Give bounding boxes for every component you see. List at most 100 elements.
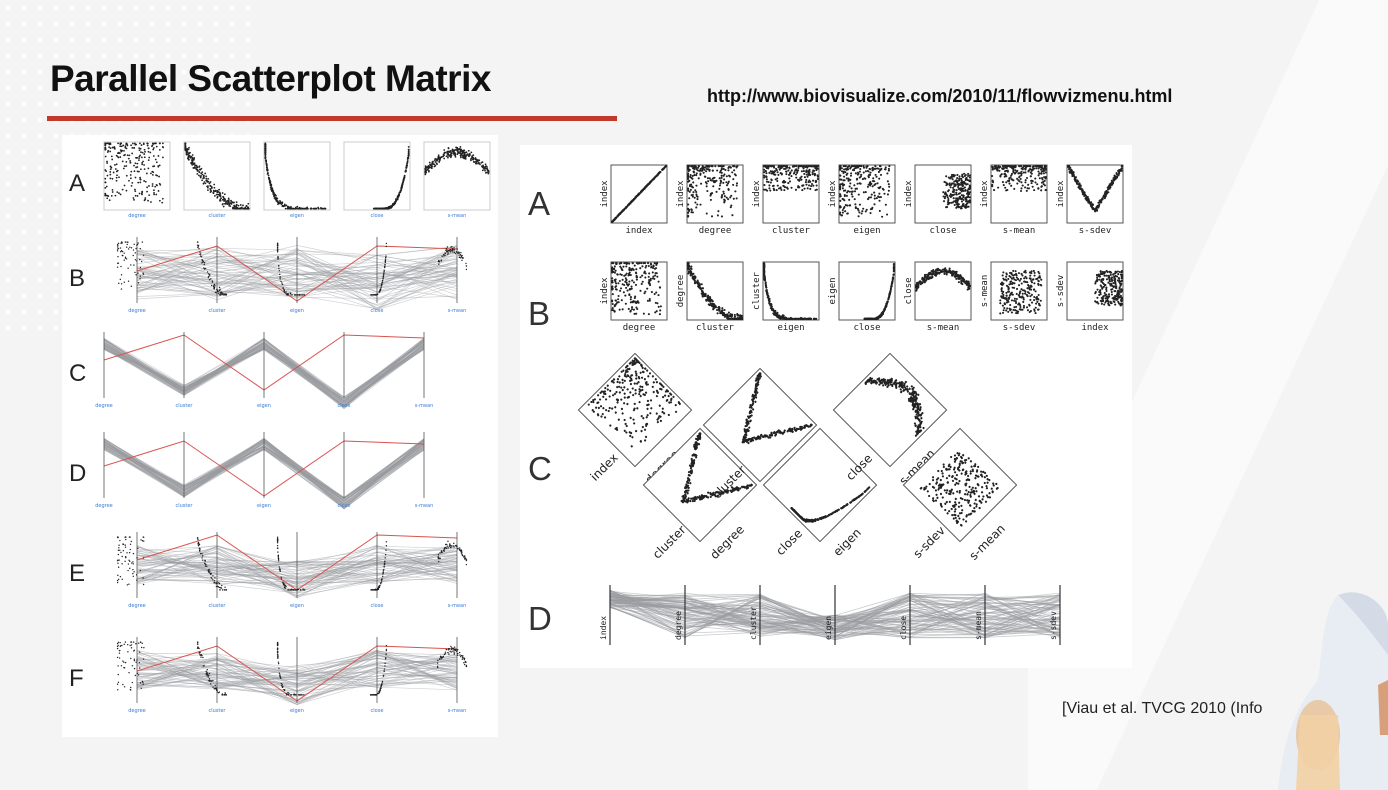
scatter-point [619, 265, 622, 268]
scatter-point [133, 164, 135, 167]
scatter-point [653, 293, 656, 296]
scatter-point [450, 648, 453, 651]
scatter-point [150, 172, 152, 175]
scatter-point [718, 187, 721, 190]
scatter-point [428, 166, 431, 169]
scatter-point [225, 200, 228, 203]
source-url[interactable]: http://www.biovisualize.com/2010/11/flow… [707, 86, 1173, 106]
scatter-point [846, 212, 849, 215]
scatter-point [1006, 169, 1009, 172]
scatter-point [150, 201, 152, 203]
scatter-point [125, 246, 128, 248]
scatter-point [844, 210, 847, 213]
scatter-point [136, 195, 139, 197]
scatter-point [120, 242, 122, 245]
scatter-point [887, 189, 890, 192]
y-axis-label: index [600, 180, 610, 208]
scatter-points [687, 262, 743, 320]
scatter-point [433, 159, 436, 162]
scatter-point [707, 294, 710, 297]
scatter-point [643, 187, 646, 190]
scatter-point [888, 165, 891, 168]
scatter-point [117, 578, 120, 581]
scatter-point [631, 262, 634, 265]
scatter-point [134, 188, 136, 191]
scatter-point [945, 175, 948, 178]
scatter-point [644, 272, 647, 275]
scatter-point [635, 268, 638, 271]
scatter-point [278, 566, 280, 568]
scatter-point [283, 688, 285, 691]
scatter-point [630, 268, 633, 271]
scatter-point [1104, 190, 1107, 194]
scatter-point [206, 565, 208, 568]
scatter-point [862, 171, 865, 174]
scatter-point [437, 554, 440, 556]
scatter-point [696, 198, 699, 201]
scatter-point [720, 180, 723, 183]
scatter-point [230, 203, 233, 205]
scatter-point [276, 542, 279, 544]
scatter-point [1081, 190, 1084, 193]
scatter-point [457, 652, 459, 655]
scatter-point [470, 151, 473, 154]
scatter-point [622, 291, 625, 294]
scatter-point [695, 193, 698, 196]
scatter-point [629, 301, 632, 304]
scatter-point [476, 160, 479, 163]
scatter-point [450, 246, 452, 248]
scatter-point [275, 194, 277, 197]
scatter-point [719, 171, 722, 174]
scatter-point [133, 243, 135, 245]
scatter-point [448, 155, 451, 158]
scatter-point [997, 165, 1000, 168]
scatter-point [277, 555, 279, 557]
scatter-point [811, 171, 814, 174]
scatter-point [881, 215, 884, 218]
scatter-point [714, 306, 718, 309]
y-axis-label: index [600, 277, 610, 305]
scatter-point [645, 264, 648, 267]
scatter-points [991, 165, 1047, 193]
scatter-point [151, 144, 154, 147]
scatter-point [197, 646, 199, 648]
scatter-point [857, 215, 860, 218]
scatter-point [614, 269, 617, 272]
scatter-point [694, 189, 697, 192]
scatter-point [217, 193, 220, 196]
scatter-point [444, 651, 447, 653]
scatter-point [285, 694, 288, 696]
scatter-point [186, 151, 189, 153]
scatter-point [142, 143, 145, 146]
scatter-point [691, 277, 694, 280]
scatter-point [465, 154, 468, 157]
scatter-point [143, 199, 146, 202]
scatter-point [805, 170, 808, 174]
scatter-point [461, 553, 463, 556]
scatter-point [213, 688, 215, 690]
scatter-point [434, 161, 437, 163]
scatter-point [784, 180, 787, 184]
scatter-point [648, 299, 651, 302]
scatter-point [289, 292, 291, 294]
scatter-point [208, 273, 211, 276]
scatter-point [244, 207, 247, 210]
scatter-point [202, 177, 204, 180]
scatter-point [450, 651, 452, 653]
scatter-point [141, 163, 144, 166]
scatter-point [133, 142, 136, 145]
scatter-point [652, 266, 655, 270]
scatter-point [1097, 201, 1100, 204]
scatter-point [839, 195, 842, 198]
scatter-point [951, 182, 954, 185]
scatter-points [372, 146, 410, 210]
scatter-point [1070, 168, 1073, 171]
scatter-point [687, 215, 690, 218]
scatter-point [729, 206, 732, 209]
scatter-point [841, 211, 844, 214]
scatter-point [443, 253, 445, 256]
scatter-point [117, 553, 120, 556]
scatter-point [207, 569, 209, 571]
scatter-point [380, 286, 382, 289]
scatter-point [134, 190, 137, 193]
